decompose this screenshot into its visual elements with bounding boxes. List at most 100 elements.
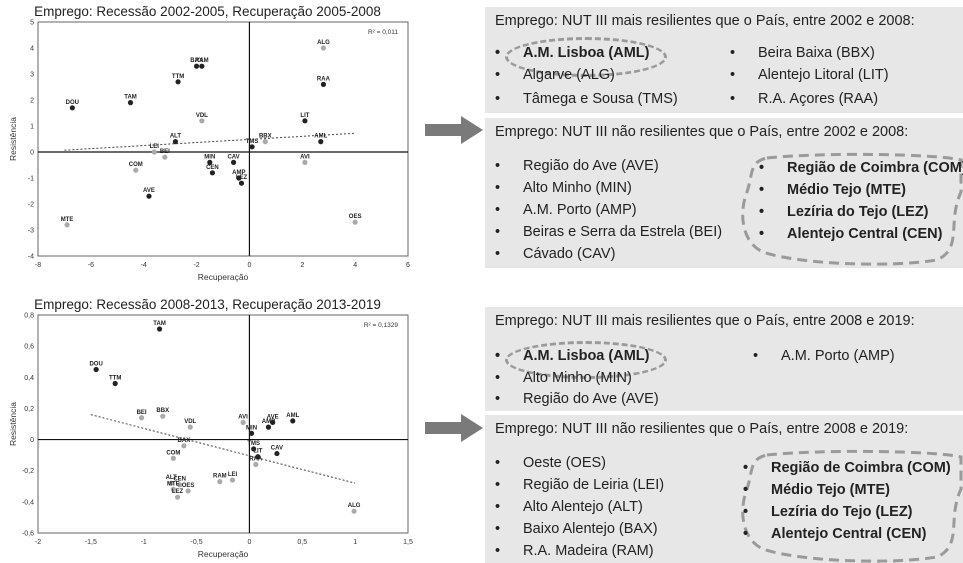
data-point: [229, 477, 236, 483]
data-point: [170, 455, 176, 461]
data-point: [248, 430, 255, 436]
data-point-label: AVI: [300, 154, 310, 160]
x-tick-label: 1: [353, 539, 357, 546]
x-tick-label: 0,5: [297, 539, 307, 546]
y-tick-label: 5: [30, 20, 34, 27]
list-item: Alto Alentejo (ALT): [495, 499, 643, 515]
y-tick-label: 0,2: [24, 406, 34, 413]
y-tick-label: 2: [30, 98, 34, 105]
list-item: Beira Baixa (BBX): [730, 45, 875, 61]
data-point-label: COM: [166, 450, 180, 456]
data-point: [112, 380, 118, 387]
y-tick-label: 0: [30, 437, 34, 444]
list-item: Algarve (ALG): [495, 67, 615, 83]
trend-line: [64, 132, 356, 151]
data-point-label: OES: [349, 214, 362, 220]
panel-heading: Emprego: NUT III mais resilientes que o …: [495, 13, 915, 29]
y-tick-label: 0,8: [24, 313, 34, 320]
data-point-label: BBX: [259, 134, 272, 140]
data-point: [251, 446, 257, 452]
list-item: Beiras e Serra da Estrela (BEI): [495, 224, 722, 240]
data-point-label: AML: [286, 413, 299, 419]
x-tick-label: -1,5: [85, 539, 97, 546]
x-tick-label: -0,5: [191, 539, 203, 546]
data-point: [133, 167, 139, 173]
data-point-label: LEI: [228, 472, 238, 478]
list-item: Alentejo Litoral (LIT): [730, 67, 888, 83]
data-point-label: OES: [182, 483, 195, 489]
scatter-chart-2002-2008: Emprego: Recessão 2002-2005, Recuperação…: [0, 0, 415, 283]
data-point: [207, 159, 213, 165]
data-point-label: AVE: [143, 188, 155, 194]
data-point: [238, 180, 245, 186]
x-tick-label: 1,5: [403, 539, 413, 546]
panel-not-resilient-2002-2008: Emprego: NUT III não resilientes que o P…: [485, 118, 963, 268]
x-tick-label: -4: [141, 262, 147, 269]
r-squared-label: R² = 0,1329: [364, 322, 399, 329]
data-point: [160, 413, 166, 419]
list-item: Baixo Alentejo (BAX): [495, 521, 658, 537]
scatter-chart-2008-2019: Emprego: Recessão 2008-2013, Recuperação…: [0, 293, 415, 563]
data-point-label: ALG: [317, 40, 330, 46]
data-point-label: BEI: [160, 149, 170, 155]
y-axis-label: Resistência: [8, 402, 18, 446]
list-item: Região de Leiria (LEI): [495, 477, 664, 493]
data-point: [177, 482, 183, 488]
panel-resilient-2002-2008: Emprego: NUT III mais resilientes que o …: [485, 7, 963, 113]
list-item: A.M. Porto (AMP): [495, 202, 637, 218]
y-tick-label: -0,6: [22, 531, 34, 538]
data-point: [156, 326, 163, 332]
data-point: [181, 443, 187, 449]
chart-title: Emprego: Recessão 2008-2013, Recuperação…: [34, 297, 381, 312]
x-tick-label: -2: [35, 539, 41, 546]
y-tick-label: -0,4: [22, 499, 34, 506]
data-point: [93, 366, 99, 373]
x-tick-label: -1: [141, 539, 147, 546]
data-point: [187, 424, 193, 430]
data-point-label: MTE: [167, 481, 180, 487]
data-point-label: CAV: [271, 446, 283, 452]
list-item: Lezíria do Tejo (LEZ): [759, 204, 928, 220]
x-tick-label: 2: [300, 262, 304, 269]
data-point-label: MTE: [61, 217, 74, 223]
data-point-label: CEN: [173, 477, 186, 483]
panel-heading: Emprego: NUT III não resilientes que o P…: [495, 124, 909, 140]
y-tick-label: -1: [28, 176, 34, 183]
data-point-label: AVE: [267, 414, 279, 420]
x-tick-label: 0: [247, 262, 251, 269]
y-tick-label: -3: [28, 228, 34, 235]
data-point: [320, 45, 327, 51]
data-point-label: AMP: [232, 170, 245, 176]
data-point-label: AML: [314, 134, 327, 140]
data-point: [255, 454, 261, 460]
data-point-label: CAV: [227, 154, 239, 160]
data-point: [172, 139, 179, 145]
y-tick-label: 1: [30, 124, 34, 131]
data-point-label: RAM: [195, 58, 209, 64]
plot-frame: [37, 314, 409, 534]
list-item: Cávado (CAV): [495, 246, 616, 262]
data-point: [236, 175, 242, 181]
y-tick-label: 0: [30, 150, 34, 157]
data-point-label: TAM: [124, 95, 137, 101]
data-point: [351, 508, 357, 514]
list-item: A.M. Lisboa (AML): [495, 348, 650, 364]
data-point: [265, 424, 272, 430]
x-axis-label: Recuperação: [198, 549, 249, 559]
data-point-label: RAA: [317, 76, 331, 82]
data-point-label: TTM: [109, 376, 121, 382]
data-point: [302, 118, 308, 124]
data-point-label: LEZ: [236, 175, 248, 181]
list-item: A.M. Porto (AMP): [753, 348, 895, 364]
data-point: [174, 494, 181, 500]
data-point: [69, 105, 75, 111]
data-point: [146, 193, 152, 199]
data-point: [175, 79, 181, 85]
panel-heading: Emprego: NUT III mais resilientes que o …: [495, 313, 915, 329]
data-point: [318, 139, 324, 145]
data-point-label: COM: [129, 162, 143, 168]
data-point-label: BAX: [178, 438, 191, 444]
list-item: Alto Minho (MIN): [495, 370, 632, 386]
panel-resilient-2008-2019: Emprego: NUT III mais resilientes que o …: [485, 307, 963, 411]
plot-frame: [37, 21, 409, 257]
